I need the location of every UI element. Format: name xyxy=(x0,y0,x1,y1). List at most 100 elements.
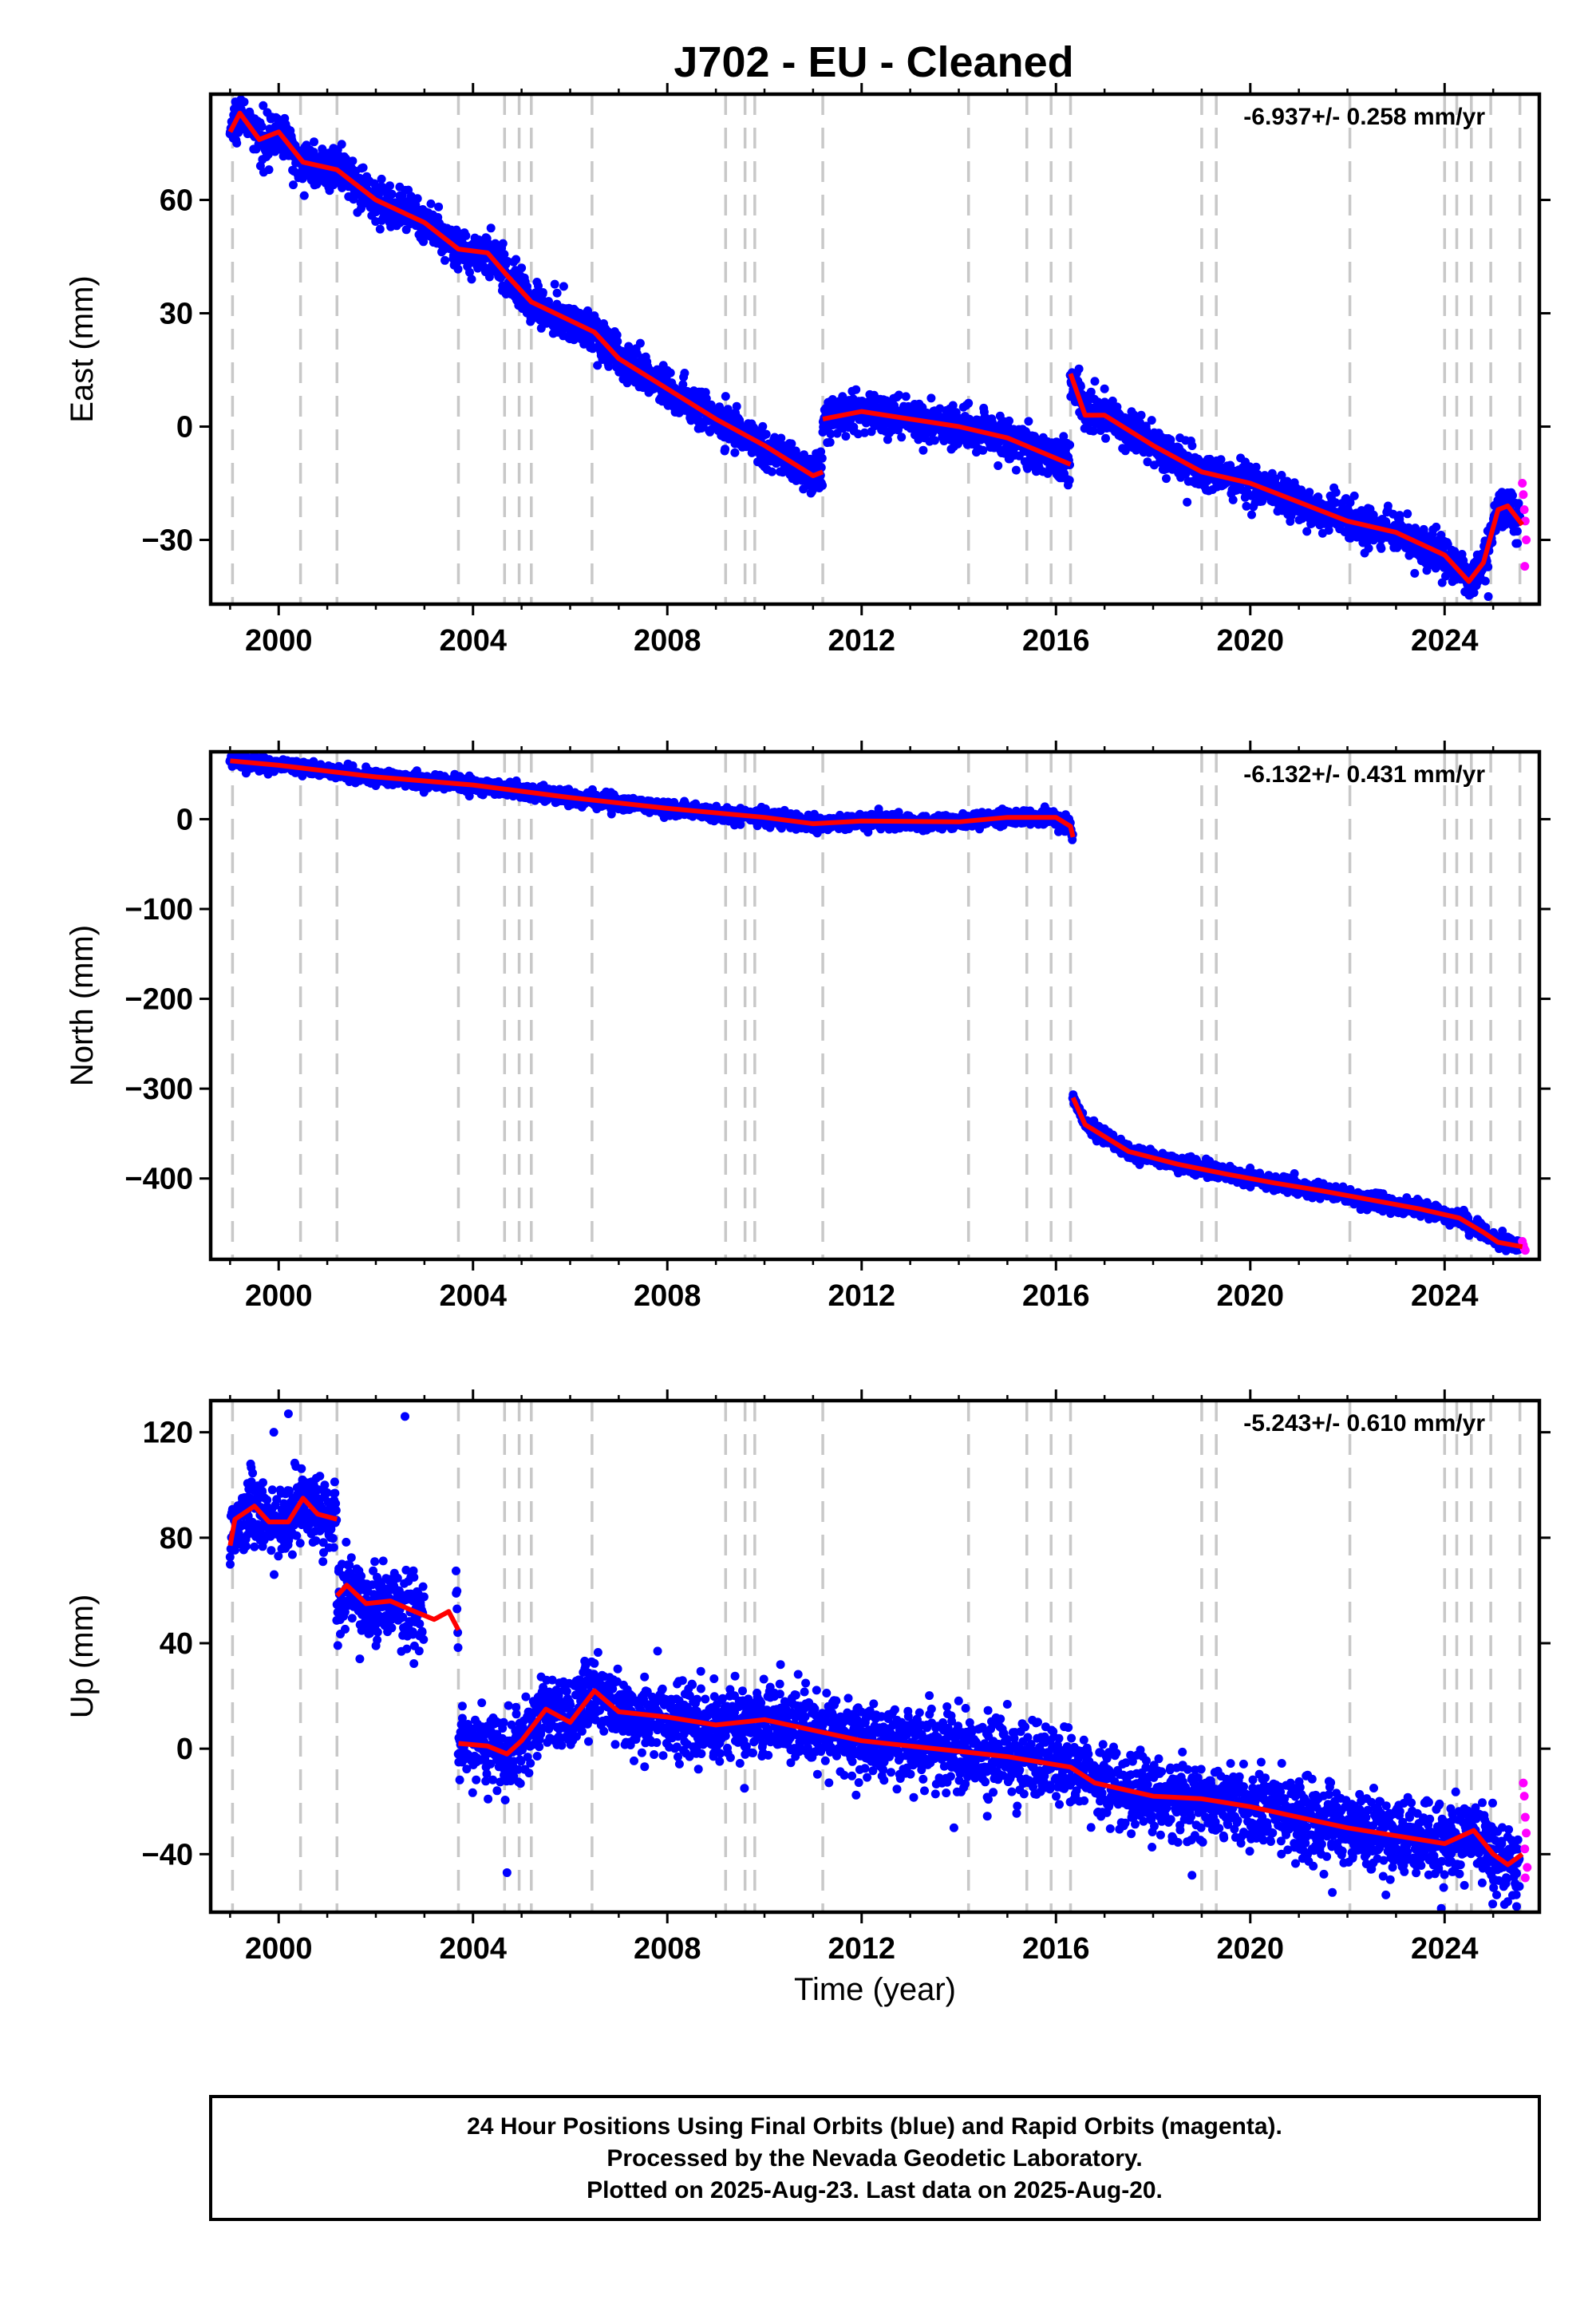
final-point xyxy=(550,279,559,289)
final-point xyxy=(1228,495,1238,504)
final-point xyxy=(730,448,740,457)
final-point xyxy=(1088,426,1098,436)
final-point xyxy=(732,401,741,411)
final-point xyxy=(257,122,267,131)
y-tick-label: −30 xyxy=(142,524,193,558)
final-point xyxy=(897,433,907,442)
final-point xyxy=(1377,543,1386,553)
east-panel: 2000 2004 2008 2012 2016 2020 2024−3003060East… xyxy=(65,83,1551,658)
north-panel: 2000 2004 2008 2012 2016 2020 2024−400−300−200… xyxy=(65,741,1551,1313)
final-point xyxy=(930,436,939,445)
final-point xyxy=(232,138,242,148)
final-point xyxy=(816,463,826,472)
final-point xyxy=(1512,527,1522,536)
final-point xyxy=(1480,576,1490,586)
final-point xyxy=(680,369,689,377)
final-point xyxy=(1305,488,1314,497)
x-tick-label: 2024 xyxy=(1411,624,1479,658)
final-point xyxy=(1108,396,1117,405)
final-point xyxy=(426,199,436,208)
final-point xyxy=(901,392,911,401)
rapid-point xyxy=(1520,562,1530,571)
final-point xyxy=(964,398,974,408)
final-point xyxy=(1147,416,1156,425)
rapid-point xyxy=(1518,479,1527,488)
final-point xyxy=(761,429,771,439)
final-point xyxy=(720,446,729,456)
y-tick-label: 60 xyxy=(160,184,193,218)
final-point xyxy=(1086,387,1096,397)
final-point xyxy=(883,435,892,445)
final-point xyxy=(1483,562,1493,571)
final-point xyxy=(1205,454,1215,464)
final-point xyxy=(1216,455,1226,464)
final-point xyxy=(1513,539,1523,548)
final-point xyxy=(1135,418,1144,427)
final-point xyxy=(1345,498,1355,508)
rapid-point xyxy=(1519,505,1529,515)
final-point xyxy=(1331,488,1341,497)
final-point xyxy=(592,316,602,326)
final-point xyxy=(895,390,903,400)
final-point xyxy=(1247,510,1256,520)
final-point xyxy=(826,429,836,439)
final-point xyxy=(1143,457,1152,467)
final-point xyxy=(1364,543,1373,553)
final-point xyxy=(467,275,476,284)
final-point xyxy=(1076,381,1085,391)
final-point xyxy=(1074,364,1084,373)
final-point xyxy=(239,97,249,107)
final-point xyxy=(1349,491,1359,500)
x-tick-label: 2000 xyxy=(245,624,313,658)
final-point xyxy=(465,267,474,277)
final-point xyxy=(853,429,863,439)
final-point xyxy=(385,181,394,191)
final-point xyxy=(593,361,602,370)
final-point xyxy=(534,281,543,290)
final-point xyxy=(358,163,368,172)
final-point xyxy=(604,362,614,371)
final-point xyxy=(387,189,397,199)
final-point xyxy=(994,461,1003,470)
x-axis: 2000 2004 2008 2012 2016 2020 2024 xyxy=(229,83,1495,658)
rapid-point xyxy=(1519,490,1528,500)
final-point xyxy=(678,380,688,389)
final-point xyxy=(825,437,835,447)
final-point xyxy=(832,429,842,438)
final-point xyxy=(498,239,508,248)
final-point xyxy=(310,137,318,147)
final-point xyxy=(1483,592,1493,602)
final-point xyxy=(701,393,711,403)
final-point xyxy=(816,447,826,456)
final-point xyxy=(299,191,309,200)
final-point xyxy=(1011,465,1021,475)
final-point xyxy=(1369,510,1378,520)
figure-title: J702 - EU - Cleaned xyxy=(674,38,1073,86)
final-point xyxy=(1065,441,1075,449)
final-point xyxy=(348,156,358,166)
final-point xyxy=(613,337,622,346)
final-point xyxy=(918,445,928,455)
final-point xyxy=(1065,476,1074,485)
final-point xyxy=(635,338,645,348)
final-point xyxy=(1090,377,1100,386)
final-point xyxy=(1314,492,1323,502)
final-point xyxy=(818,480,828,490)
final-point xyxy=(1251,462,1261,472)
final-point xyxy=(1469,588,1479,598)
final-point xyxy=(1437,578,1447,587)
final-point xyxy=(849,422,859,432)
final-point xyxy=(440,255,449,265)
y-tick-label: 0 xyxy=(176,411,193,445)
x-tick-label: 2008 xyxy=(634,624,701,658)
plot-frame xyxy=(208,92,1542,607)
final-point xyxy=(377,174,386,184)
final-point xyxy=(1270,474,1280,484)
final-point xyxy=(860,428,869,437)
x-tick-label: 2004 xyxy=(439,624,507,658)
final-point xyxy=(1508,491,1517,500)
model-line xyxy=(227,110,1525,584)
final-point xyxy=(1005,416,1013,425)
model-segment xyxy=(1068,373,1525,584)
